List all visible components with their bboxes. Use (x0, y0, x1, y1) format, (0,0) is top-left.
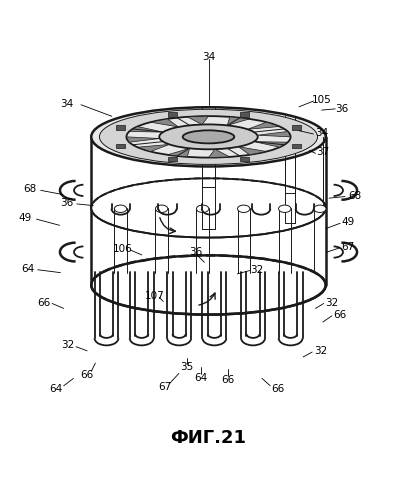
Polygon shape (239, 146, 266, 155)
FancyBboxPatch shape (291, 126, 301, 130)
FancyBboxPatch shape (168, 112, 177, 117)
Text: ФИГ.21: ФИГ.21 (171, 430, 246, 448)
Ellipse shape (91, 256, 326, 314)
Ellipse shape (114, 205, 127, 212)
Ellipse shape (196, 205, 209, 212)
Text: 49: 49 (19, 213, 32, 223)
Text: 66: 66 (334, 310, 347, 320)
Polygon shape (257, 132, 291, 137)
Text: 68: 68 (23, 184, 36, 194)
Polygon shape (151, 119, 178, 127)
Polygon shape (187, 116, 208, 124)
Text: 105: 105 (312, 95, 332, 105)
Text: 32: 32 (314, 346, 327, 356)
Text: 66: 66 (37, 298, 50, 308)
Text: 66: 66 (80, 370, 94, 380)
Ellipse shape (156, 205, 168, 212)
FancyBboxPatch shape (116, 144, 126, 148)
Polygon shape (208, 149, 230, 158)
Text: 35: 35 (181, 362, 194, 372)
Text: 32: 32 (325, 298, 339, 308)
Text: 67: 67 (159, 382, 172, 392)
Text: 36: 36 (190, 247, 203, 257)
Text: 66: 66 (221, 374, 235, 384)
Text: 66: 66 (271, 384, 284, 394)
Polygon shape (248, 122, 279, 130)
Ellipse shape (99, 110, 318, 164)
Ellipse shape (238, 205, 250, 212)
Ellipse shape (126, 116, 291, 158)
Text: 106: 106 (113, 244, 133, 254)
Text: 34: 34 (202, 52, 215, 62)
Ellipse shape (91, 107, 326, 166)
Ellipse shape (159, 124, 258, 150)
Polygon shape (254, 142, 288, 147)
Polygon shape (138, 144, 169, 152)
Polygon shape (227, 117, 249, 126)
Text: 64: 64 (49, 384, 62, 394)
FancyBboxPatch shape (168, 156, 177, 162)
Text: 32: 32 (61, 340, 74, 350)
FancyBboxPatch shape (291, 144, 301, 148)
Text: 64: 64 (194, 372, 208, 382)
Polygon shape (129, 126, 163, 132)
Polygon shape (126, 137, 160, 142)
Bar (91, 137, 326, 285)
Text: 64: 64 (21, 264, 34, 274)
FancyBboxPatch shape (240, 156, 249, 162)
Polygon shape (168, 148, 190, 157)
FancyBboxPatch shape (240, 112, 249, 117)
Text: 68: 68 (348, 190, 361, 200)
Text: 67: 67 (341, 242, 354, 252)
Ellipse shape (279, 205, 291, 212)
Ellipse shape (183, 130, 234, 143)
Text: 34: 34 (60, 99, 73, 109)
Text: 107: 107 (144, 291, 164, 301)
Ellipse shape (91, 178, 326, 238)
FancyBboxPatch shape (116, 126, 126, 130)
Text: 32: 32 (251, 264, 264, 274)
Text: 49: 49 (342, 217, 355, 227)
Text: 36: 36 (60, 198, 73, 207)
Text: 36: 36 (336, 104, 349, 114)
Ellipse shape (314, 205, 326, 212)
Text: 34: 34 (315, 128, 328, 138)
Text: 37: 37 (316, 148, 329, 158)
